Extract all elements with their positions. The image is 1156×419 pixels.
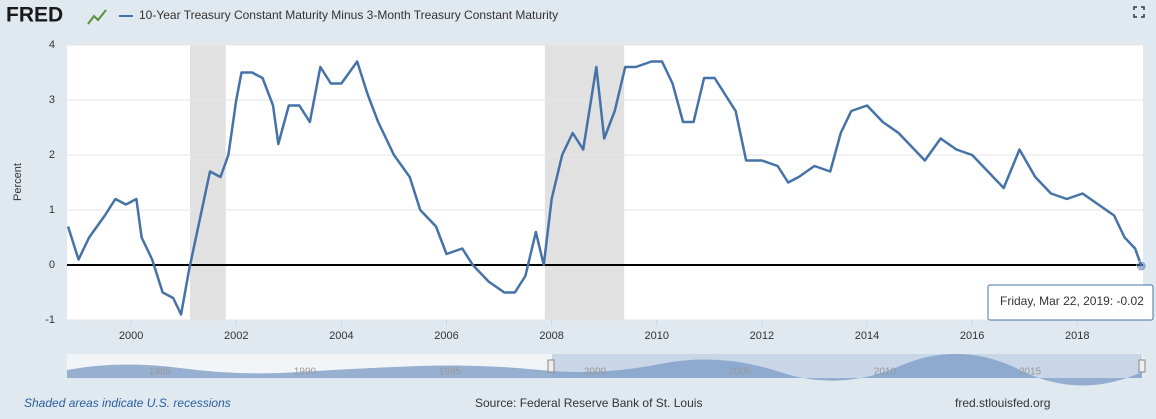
legend-text: 10-Year Treasury Constant Maturity Minus… — [139, 8, 558, 22]
site[interactable]: fred.stlouisfed.org — [955, 396, 1050, 410]
y-tick-label: 0 — [49, 259, 55, 271]
navigator-handle[interactable] — [547, 359, 555, 373]
navigator-handle[interactable] — [1138, 359, 1146, 373]
source: Source: Federal Reserve Bank of St. Loui… — [475, 396, 702, 410]
y-tick-label: 2 — [49, 149, 55, 161]
x-tick-label: 2012 — [750, 330, 774, 342]
y-tick-label: -1 — [45, 314, 55, 326]
tooltip-text: Friday, Mar 22, 2019: -0.02 — [1000, 294, 1144, 308]
y-tick-label: 4 — [49, 39, 55, 51]
logo: FRED — [6, 4, 63, 27]
x-tick-label: 2002 — [224, 330, 248, 342]
y-tick-label: 1 — [49, 204, 55, 216]
series-line — [66, 60, 1143, 316]
navigator-label: 2000 — [584, 367, 607, 378]
x-tick-label: 2004 — [329, 330, 353, 342]
recession-note[interactable]: Shaded areas indicate U.S. recessions — [24, 396, 231, 410]
x-tick-label: 2014 — [855, 330, 879, 342]
navigator-series — [67, 353, 1142, 386]
recession-band — [544, 45, 625, 320]
x-tick-label: 2006 — [434, 330, 458, 342]
x-tick-label: 2010 — [645, 330, 669, 342]
x-tick-label: 2018 — [1065, 330, 1089, 342]
fullscreen-icon[interactable] — [1133, 6, 1145, 18]
navigator-label: 1985 — [149, 367, 172, 378]
navigator-label: 2005 — [729, 367, 752, 378]
logo-icon — [87, 9, 107, 25]
tooltip-box — [987, 284, 1154, 321]
navigator-label: 1995 — [439, 367, 462, 378]
y-tick-label: 3 — [49, 94, 55, 106]
hover-point — [1135, 260, 1147, 272]
navigator-label: 2015 — [1019, 367, 1042, 378]
y-axis-label: Percent — [12, 163, 24, 201]
x-tick-label: 2008 — [539, 330, 563, 342]
x-tick-label: 2016 — [960, 330, 984, 342]
navigator-label: 1990 — [294, 367, 317, 378]
x-tick-label: 2000 — [119, 330, 143, 342]
navigator-label: 2010 — [874, 367, 897, 378]
